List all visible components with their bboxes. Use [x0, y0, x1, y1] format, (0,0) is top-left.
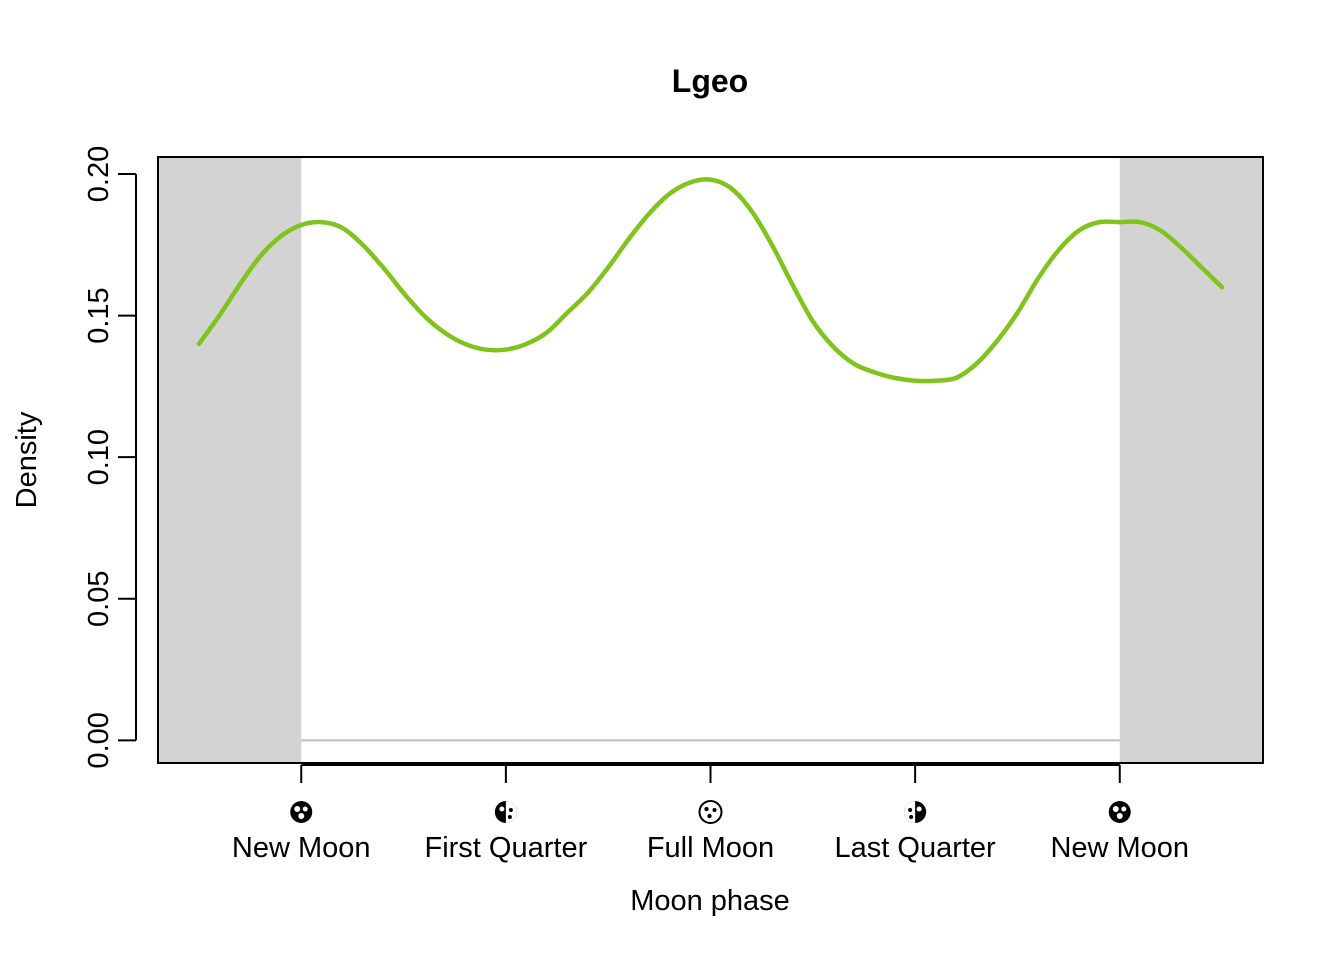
x-tick-label: Full Moon — [647, 832, 774, 864]
moon-lit-half — [904, 801, 916, 823]
moon-crater — [704, 806, 709, 812]
y-tick-label: 0.15 — [83, 287, 115, 343]
moon-crater — [707, 813, 712, 819]
moon-crater — [298, 813, 305, 819]
x-tick-label: New Moon — [1050, 832, 1189, 864]
moon-crater — [499, 806, 505, 812]
new-moon-icon — [1108, 801, 1131, 823]
shaded-region-1 — [158, 157, 302, 763]
moon-lit-half — [505, 801, 517, 823]
chart-title: Lgeo — [672, 63, 748, 99]
moon-crater — [294, 806, 301, 812]
density-line-1 — [196, 177, 1225, 384]
y-tick-label: 0.10 — [83, 429, 115, 485]
x-tick-label: First Quarter — [424, 832, 587, 864]
moon-disc — [290, 801, 313, 823]
moon-crater — [507, 815, 512, 819]
x-axis: New Moon First Quarter Full Moon Last Quart… — [232, 764, 1189, 864]
moon-crater — [1116, 813, 1123, 819]
series-layer — [196, 177, 1225, 384]
x-axis-label: Moon phase — [630, 885, 790, 917]
moon-disc — [1108, 801, 1131, 823]
y-tick-label: 0.05 — [83, 571, 115, 627]
new-moon-icon — [290, 801, 313, 823]
moon-crater — [508, 808, 513, 812]
shaded-region-2 — [1119, 157, 1263, 763]
moon-crater — [908, 808, 913, 812]
moon-crater — [1121, 806, 1127, 812]
y-axis-label: Density — [11, 411, 43, 508]
y-tick-label: 0.20 — [83, 146, 115, 202]
moon-crater — [1112, 806, 1119, 812]
x-tick-label: Last Quarter — [835, 832, 997, 864]
first-quarter-icon — [494, 801, 517, 823]
y-tick-label: 0.00 — [83, 712, 115, 768]
moon-crater — [909, 815, 914, 819]
full-moon-icon — [698, 800, 723, 824]
shaded-regions — [158, 157, 1263, 763]
moon-crater — [302, 806, 308, 812]
y-axis: 0.00 0.05 0.10 0.15 0.20 — [83, 146, 137, 769]
moon-crater — [712, 808, 717, 812]
moon-disc — [698, 800, 723, 824]
x-tick-label: New Moon — [232, 832, 371, 864]
last-quarter-icon — [904, 801, 927, 823]
moon-crater — [916, 806, 922, 812]
plot-frame — [157, 156, 1264, 764]
